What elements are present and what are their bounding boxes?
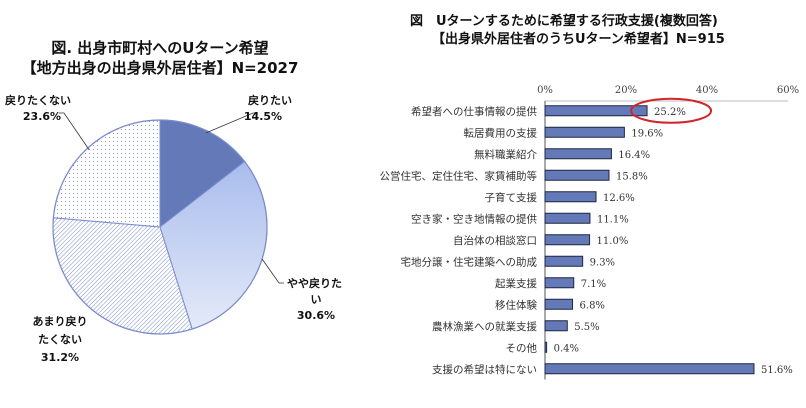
bar-0	[544, 105, 648, 117]
category-label-5: 空き家・空き地情報の提供	[411, 212, 537, 225]
bar-5	[544, 212, 591, 224]
category-label-7: 宅地分譲・住宅建築への助成	[401, 255, 538, 268]
value-label-10: 5.5%	[574, 322, 599, 333]
pie-leader-line-3	[59, 112, 90, 150]
bar-title-line2: 【出身県外居住者のうちUターン希望者】N=915	[432, 32, 725, 47]
category-label-9: 移住体験	[495, 298, 537, 311]
value-label-5: 11.1%	[597, 214, 629, 225]
x-tick-label-2: 40%	[696, 85, 718, 96]
bar-chart: 0% 20% 40% 60% 希望者への仕事情報の提供 25.2% 転居費用の支援 19.6%…	[380, 85, 799, 380]
value-label-6: 11.0%	[597, 236, 629, 247]
bar-11	[544, 341, 548, 353]
value-label-1: 19.6%	[631, 128, 663, 139]
bar-7	[544, 255, 584, 267]
category-label-11: その他	[506, 341, 538, 354]
pie-title-line2: 【地方出身の出身県外居住者】N=2027	[21, 59, 299, 77]
category-label-12: 支援の希望は特にない	[432, 363, 537, 376]
value-label-9: 6.8%	[580, 300, 605, 311]
pie-title-line1: 図. 出身市町村へのUターン希望	[51, 39, 269, 57]
pie-label-3: 戻りたくない	[4, 93, 71, 107]
bar-title-line1: 図 Uターンするために希望する行政支援(複数回答)	[410, 14, 718, 29]
value-label-0: 25.2%	[654, 107, 686, 118]
pie-value-3: 23.6%	[23, 110, 61, 123]
bar-12	[544, 363, 755, 375]
value-label-11: 0.4%	[554, 343, 579, 354]
bar-2	[544, 148, 612, 160]
bar-1	[544, 126, 625, 138]
pie-leader-line-1	[261, 258, 284, 284]
category-label-0: 希望者への仕事情報の提供	[411, 105, 537, 118]
pie-outline	[52, 119, 268, 335]
pie-value-1: 30.6%	[297, 309, 335, 322]
bar-3	[544, 169, 610, 181]
pie-label-1-line2: い	[311, 293, 322, 306]
pie-value-0: 14.5%	[244, 110, 282, 123]
x-tick-label-3: 60%	[777, 85, 799, 96]
pie-label-0: 戻りたい	[247, 93, 292, 107]
bar-9	[544, 298, 574, 310]
category-label-4: 子育て支援	[485, 191, 538, 204]
category-label-10: 農林漁業への就業支援	[432, 320, 537, 333]
x-tick-label-1: 20%	[615, 85, 637, 96]
pie-leader-line-0	[206, 112, 258, 134]
bar-chart-title: 図 Uターンするために希望する行政支援(複数回答) 【出身県外居住者のうちUター…	[410, 13, 725, 49]
bar-6	[544, 234, 591, 246]
highlight-ellipse	[630, 97, 713, 124]
pie-label-1-line1: やや戻りた	[287, 276, 342, 290]
pie-label-2-line1: あまり戻り	[33, 314, 88, 328]
x-tick-label-0: 0%	[537, 85, 553, 96]
category-label-1: 転居費用の支援	[464, 126, 538, 139]
bar-10	[544, 320, 568, 332]
pie-value-2: 31.2%	[41, 351, 79, 364]
bar-4	[544, 191, 597, 203]
value-label-12: 51.6%	[761, 365, 793, 376]
pie-label-2-line2: たくない	[38, 333, 82, 346]
value-label-3: 15.8%	[616, 171, 648, 182]
bar-8	[544, 277, 575, 289]
pie-chart-title: 図. 出身市町村へのUターン希望 【地方出身の出身県外居住者】N=2027	[0, 38, 320, 78]
category-label-3: 公営住宅、定住住宅、家賃補助等	[380, 169, 538, 182]
pie-slice-3	[52, 119, 161, 228]
value-label-2: 16.4%	[618, 150, 650, 161]
value-label-8: 7.1%	[581, 279, 606, 290]
category-label-6: 自治体の相談窓口	[453, 234, 537, 247]
value-label-4: 12.6%	[603, 193, 635, 204]
category-label-2: 無料職業紹介	[474, 148, 537, 161]
value-label-7: 9.3%	[590, 257, 615, 268]
category-label-8: 起業支援	[495, 277, 537, 290]
